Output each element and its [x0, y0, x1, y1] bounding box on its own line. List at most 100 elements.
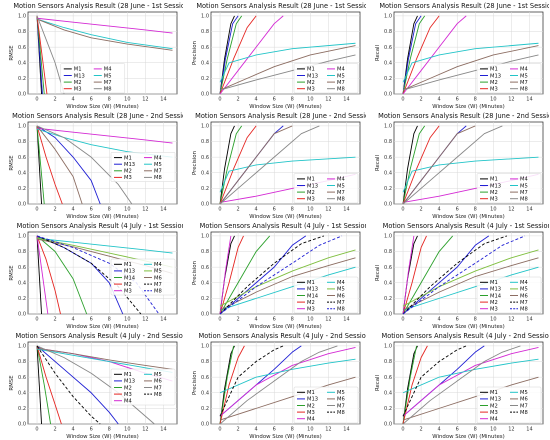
legend-box — [476, 63, 542, 94]
legend-label-m7: M7 — [520, 403, 528, 409]
series-line-m5 — [402, 249, 539, 307]
series-line-m3 — [402, 125, 440, 205]
series-line-m3 — [219, 345, 245, 425]
legend-label-m4: M4 — [104, 67, 112, 73]
x-tick-label: 4 — [438, 97, 441, 103]
legend-label-m4: M4 — [520, 280, 528, 286]
chart-title: Motion Sensors Analysis Result (28 June … — [12, 112, 183, 120]
series-line-m2 — [219, 125, 243, 205]
chart-title: Motion Sensors Analysis Result (28 June … — [378, 112, 549, 120]
chart-r1c2: 0 2 4 6 8 10 12 14 0.0 0.2 0.4 0.6 0.8 1.0 Motion Sens… — [192, 2, 366, 110]
x-tick-label: 8 — [291, 427, 294, 433]
x-tick-label: 4 — [438, 427, 441, 433]
chart-panel-r3c3: 0 2 4 6 8 10 12 14 0.0 0.2 0.4 0.6 0.8 1.0 Motion Sens… — [366, 220, 549, 330]
x-tick-label: 2 — [53, 97, 56, 103]
legend-label-m13: M13 — [307, 397, 318, 403]
y-tick-label: 0.2 — [201, 406, 209, 412]
y-axis-label: RMSE — [9, 45, 15, 61]
series-line-m13 — [36, 125, 101, 205]
legend-label-m1: M1 — [307, 67, 315, 73]
x-tick-label: 14 — [343, 97, 349, 103]
series-line-m6 — [402, 257, 539, 311]
series-line-m4 — [219, 15, 284, 95]
x-tick-label: 10 — [124, 317, 130, 323]
legend-label-m14: M14 — [307, 293, 319, 299]
legend-label-m1: M1 — [490, 67, 498, 73]
legend: M1 M4 M13 M5 M2 M7 M3 M8 — [476, 63, 542, 94]
series-line-m8 — [402, 125, 503, 205]
x-tick-label: 8 — [108, 207, 111, 213]
y-tick-label: 0.6 — [384, 265, 392, 271]
y-tick-label: 1.0 — [201, 124, 209, 130]
legend-label-m5: M5 — [104, 73, 112, 79]
y-axis-label: Recall — [375, 265, 381, 281]
x-tick-label: 12 — [325, 317, 331, 323]
chart-panel-r4c1: 0 2 4 6 8 10 12 14 0.0 0.2 0.4 0.6 0.8 1.0 Motion Sens… — [0, 330, 183, 440]
x-tick-label: 4 — [255, 207, 258, 213]
chart-title: Motion Sensors Analysis Result (4 July -… — [17, 222, 183, 230]
x-tick-label: 12 — [142, 97, 148, 103]
series-line-m4 — [402, 15, 467, 95]
series-line-m4 — [36, 127, 173, 144]
y-tick-label: 0.8 — [201, 29, 209, 35]
legend: M1 M4 M13 M5 M14 M6 M2 M7 M3 M8 — [293, 276, 359, 314]
legend-label-m8: M8 — [520, 410, 528, 416]
legend-label-m4: M4 — [337, 177, 345, 183]
y-tick-label: 0.4 — [18, 170, 26, 176]
series-line-m7 — [36, 125, 83, 205]
legend-label-m3: M3 — [490, 307, 498, 313]
series-line-m8 — [402, 345, 467, 417]
x-tick-label: 2 — [236, 317, 239, 323]
series-line-m5 — [219, 42, 356, 83]
y-tick-label: 0.2 — [384, 296, 392, 302]
y-tick-label: 1.0 — [201, 344, 209, 350]
series-line-m13 — [219, 235, 307, 315]
series-line-m14 — [36, 235, 88, 315]
chart-title: Motion Sensors Analysis Result (4 July -… — [383, 222, 549, 230]
y-tick-label: 0.8 — [384, 139, 392, 145]
x-tick-label: 12 — [142, 207, 148, 213]
y-tick-label: 0.8 — [201, 249, 209, 255]
y-tick-label: 0.6 — [201, 265, 209, 271]
x-axis-label: Window Size (W) (Minutes) — [249, 214, 321, 220]
x-tick-label: 12 — [508, 427, 514, 433]
y-tick-label: 0.6 — [384, 45, 392, 51]
y-axis-label: RMSE — [9, 375, 15, 391]
x-tick-label: 8 — [291, 97, 294, 103]
legend-label-m3: M3 — [490, 410, 498, 416]
y-tick-label: 0.2 — [201, 76, 209, 82]
legend-label-m1: M1 — [307, 280, 315, 286]
y-axis-label: Precision — [192, 41, 198, 65]
y-tick-label: 0.0 — [384, 92, 392, 98]
legend-label-m3: M3 — [490, 197, 498, 203]
series-line-m7 — [219, 125, 293, 205]
y-tick-label: 0.0 — [18, 312, 26, 318]
y-axis-label: Precision — [192, 261, 198, 285]
y-axis-label: RMSE — [9, 265, 15, 281]
legend-label-m13: M13 — [124, 379, 135, 385]
legend-label-m3: M3 — [124, 392, 132, 398]
series-line-m8 — [402, 54, 539, 91]
x-axis-label: Window Size (W) (Minutes) — [432, 324, 504, 330]
series-line-m6 — [219, 376, 356, 421]
x-tick-label: 12 — [508, 97, 514, 103]
series-line-m7 — [36, 235, 142, 315]
x-tick-label: 4 — [72, 97, 75, 103]
series-line-m7 — [402, 235, 508, 315]
y-tick-label: 0.6 — [384, 155, 392, 161]
series-line-m3 — [36, 235, 49, 315]
y-tick-label: 0.4 — [384, 280, 392, 286]
legend-label-m6: M6 — [337, 397, 345, 403]
series-line-m4 — [219, 347, 356, 417]
legend-label-m3: M3 — [307, 410, 315, 416]
x-tick-label: 8 — [474, 427, 477, 433]
chart-title: Motion Sensors Analysis Result (4 July -… — [200, 222, 366, 230]
y-tick-label: 0.0 — [18, 422, 26, 428]
series-line-m7 — [36, 18, 173, 51]
legend-box — [293, 63, 359, 94]
y-tick-label: 1.0 — [18, 234, 26, 240]
chart-panel-r1c1: 0 2 4 6 8 10 12 14 0.0 0.2 0.4 0.6 0.8 1.0 Motion Sens… — [0, 0, 183, 110]
legend-label-m8: M8 — [337, 87, 345, 93]
x-tick-label: 14 — [526, 97, 532, 103]
